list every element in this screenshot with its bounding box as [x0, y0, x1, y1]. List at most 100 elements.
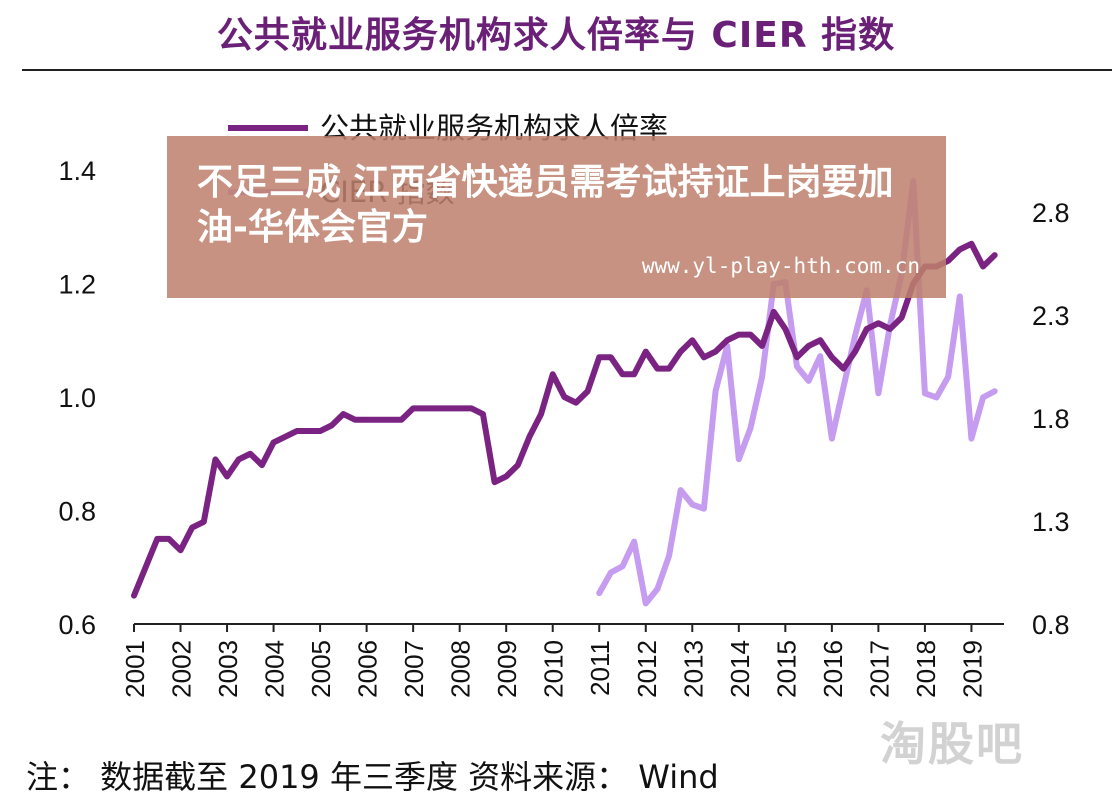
x-tick-label-2016: 2016 — [818, 640, 848, 698]
point-job-ratio-52 — [807, 344, 811, 348]
point-job-ratio-47 — [748, 333, 752, 337]
y-right-tick-label-2.8: 2.8 — [1032, 198, 1070, 228]
site-watermark-logo: 淘股吧 — [880, 717, 1024, 771]
point-cier-21 — [841, 385, 845, 389]
point-cier-18 — [807, 379, 811, 383]
source-note: 注： 数据截至 2019 年三季度 资料来源： Wind — [26, 758, 719, 796]
point-cier-24 — [876, 391, 880, 395]
point-job-ratio-36 — [621, 372, 625, 376]
point-job-ratio-58 — [876, 321, 880, 325]
point-cier-8 — [690, 503, 694, 507]
article-overlay-banner[interactable]: 不足三成 江西省快递员需考试持证上岗要加油-华体会官方 www.yl-play-… — [167, 136, 946, 298]
point-cier-13 — [748, 426, 752, 430]
point-job-ratio-54 — [830, 355, 834, 359]
point-job-ratio-46 — [737, 333, 741, 337]
point-job-ratio-16 — [341, 412, 345, 416]
point-job-ratio-41 — [679, 350, 683, 354]
point-job-ratio-0 — [132, 594, 136, 598]
point-job-ratio-7 — [225, 474, 229, 478]
point-job-ratio-5 — [202, 520, 206, 524]
title-divider — [22, 69, 1112, 71]
x-tick-label-2018: 2018 — [911, 640, 941, 698]
x-tick-label-2014: 2014 — [725, 640, 755, 698]
y-left-tick-label-1.0: 1.0 — [58, 383, 96, 413]
point-job-ratio-14 — [318, 429, 322, 433]
point-job-ratio-40 — [667, 367, 671, 371]
point-cier-32 — [969, 437, 973, 441]
point-job-ratio-27 — [516, 463, 520, 467]
x-tick-label-2006: 2006 — [353, 640, 383, 698]
point-job-ratio-49 — [772, 310, 776, 314]
point-cier-3 — [632, 540, 636, 544]
point-job-ratio-24 — [481, 412, 485, 416]
point-cier-5 — [655, 587, 659, 591]
x-tick-label-2001: 2001 — [120, 640, 150, 698]
point-job-ratio-4 — [190, 526, 194, 530]
x-tick-label-2002: 2002 — [167, 640, 197, 698]
point-cier-20 — [830, 437, 834, 441]
x-tick-label-2003: 2003 — [213, 640, 243, 698]
point-job-ratio-57 — [865, 327, 869, 331]
point-cier-14 — [760, 375, 764, 379]
point-job-ratio-66 — [969, 242, 973, 246]
point-cier-33 — [981, 395, 985, 399]
point-job-ratio-12 — [295, 429, 299, 433]
point-job-ratio-43 — [702, 355, 706, 359]
x-tick-label-2005: 2005 — [306, 640, 336, 698]
point-job-ratio-17 — [353, 418, 357, 422]
point-cier-19 — [818, 354, 822, 358]
point-job-ratio-3 — [179, 548, 183, 552]
point-job-ratio-18 — [365, 418, 369, 422]
point-job-ratio-48 — [760, 344, 764, 348]
point-job-ratio-64 — [946, 259, 950, 263]
x-tick-label-2007: 2007 — [399, 640, 429, 698]
point-job-ratio-34 — [597, 355, 601, 359]
point-job-ratio-22 — [458, 406, 462, 410]
point-job-ratio-56 — [853, 350, 857, 354]
point-cier-7 — [679, 488, 683, 492]
point-job-ratio-13 — [306, 429, 310, 433]
point-cier-28 — [923, 391, 927, 395]
point-job-ratio-67 — [981, 264, 985, 268]
y-right-tick-label-1.3: 1.3 — [1032, 507, 1070, 537]
point-cier-30 — [946, 375, 950, 379]
point-job-ratio-44 — [714, 350, 718, 354]
point-cier-10 — [714, 389, 718, 393]
point-job-ratio-30 — [551, 372, 555, 376]
y-left-tick-label-0.6: 0.6 — [58, 610, 96, 640]
point-job-ratio-8 — [237, 457, 241, 461]
point-job-ratio-65 — [958, 247, 962, 251]
x-tick-label-2012: 2012 — [632, 640, 662, 698]
point-job-ratio-59 — [888, 327, 892, 331]
point-job-ratio-9 — [248, 452, 252, 456]
point-job-ratio-60 — [900, 316, 904, 320]
overlay-url[interactable]: www.yl-play-hth.com.cn — [641, 254, 920, 278]
point-cier-12 — [737, 457, 741, 461]
point-job-ratio-55 — [841, 367, 845, 371]
x-tick-label-2013: 2013 — [678, 640, 708, 698]
point-job-ratio-15 — [330, 423, 334, 427]
point-job-ratio-37 — [632, 372, 636, 376]
point-job-ratio-39 — [655, 367, 659, 371]
point-job-ratio-50 — [783, 327, 787, 331]
point-job-ratio-23 — [469, 406, 473, 410]
point-job-ratio-51 — [795, 355, 799, 359]
point-cier-0 — [597, 591, 601, 595]
y-left-tick-label-1.4: 1.4 — [58, 156, 96, 186]
overlay-headline[interactable]: 不足三成 江西省快递员需考试持证上岗要加油-华体会官方 — [197, 162, 894, 248]
y-right-tick-label-2.3: 2.3 — [1032, 301, 1070, 331]
point-job-ratio-6 — [213, 457, 217, 461]
point-job-ratio-31 — [562, 395, 566, 399]
point-job-ratio-19 — [400, 418, 404, 422]
point-cier-31 — [958, 294, 962, 298]
point-cier-29 — [935, 395, 939, 399]
point-cier-9 — [702, 507, 706, 511]
y-left-tick-label-0.8: 0.8 — [58, 497, 96, 527]
point-job-ratio-68 — [993, 253, 997, 257]
point-job-ratio-20 — [411, 406, 415, 410]
point-cier-1 — [609, 571, 613, 574]
x-tick-label-2008: 2008 — [446, 640, 476, 698]
point-job-ratio-25 — [493, 480, 497, 484]
point-job-ratio-2 — [167, 537, 171, 541]
